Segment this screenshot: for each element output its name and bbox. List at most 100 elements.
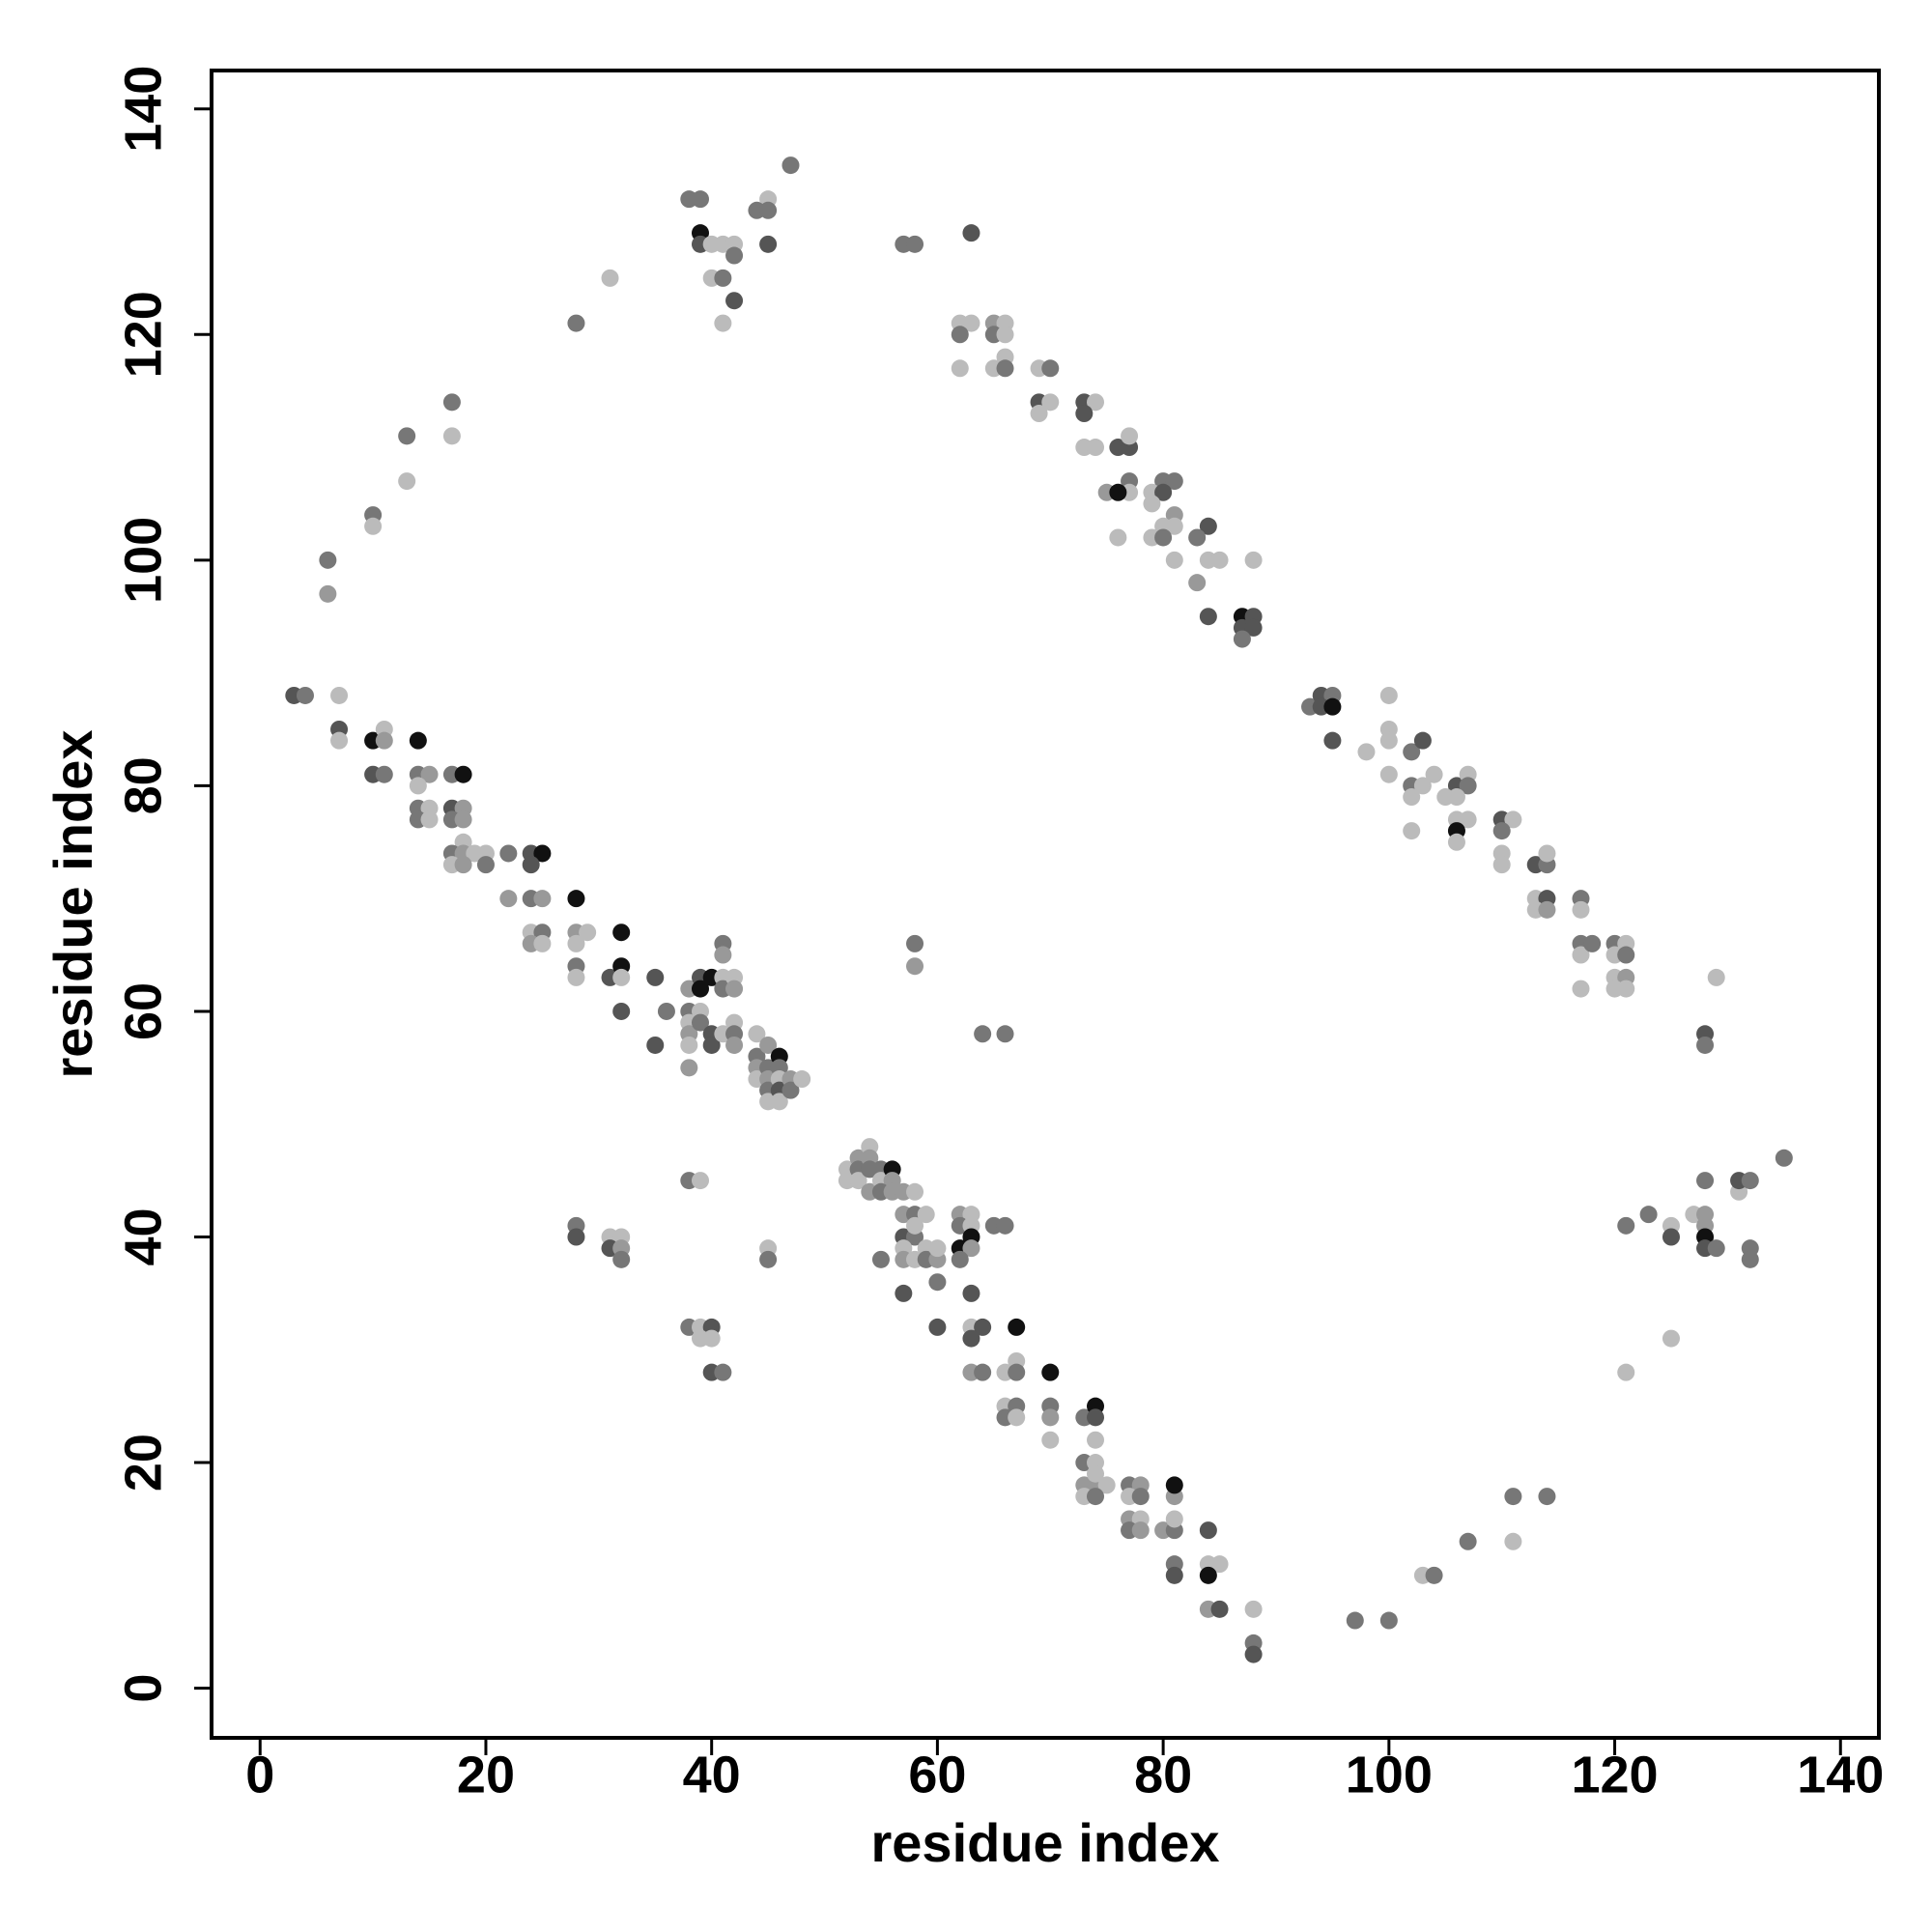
point xyxy=(1379,731,1398,750)
point xyxy=(1109,528,1127,547)
x-axis-title: residue index xyxy=(870,1812,1219,1873)
point xyxy=(793,1070,811,1089)
point xyxy=(1459,810,1477,829)
point xyxy=(1403,788,1421,807)
point xyxy=(974,1318,992,1336)
point xyxy=(1538,900,1556,919)
point xyxy=(1041,1363,1060,1381)
point xyxy=(759,201,778,219)
point xyxy=(398,427,416,445)
point xyxy=(770,1093,788,1111)
point xyxy=(1707,968,1725,986)
point xyxy=(1041,1408,1060,1427)
point xyxy=(1030,405,1048,423)
point xyxy=(420,765,439,783)
point xyxy=(442,427,461,445)
point xyxy=(1504,1532,1522,1550)
point xyxy=(1008,1408,1026,1427)
point xyxy=(1244,1645,1263,1663)
point xyxy=(1459,1532,1477,1550)
point xyxy=(1154,483,1173,501)
point xyxy=(1538,1488,1556,1506)
point xyxy=(748,1025,766,1043)
x-tick-label: 20 xyxy=(457,1746,515,1804)
point xyxy=(612,923,631,942)
point xyxy=(601,269,619,287)
point xyxy=(1323,731,1342,750)
point xyxy=(725,292,744,310)
point xyxy=(974,1363,992,1381)
point xyxy=(1447,833,1465,851)
point xyxy=(409,777,427,795)
point xyxy=(567,968,585,986)
point xyxy=(1413,731,1432,750)
point xyxy=(657,1002,675,1020)
point xyxy=(442,393,461,412)
point xyxy=(1087,393,1105,412)
y-tick-label: 120 xyxy=(114,291,172,378)
y-tick-label: 0 xyxy=(114,1674,172,1703)
point xyxy=(1572,980,1590,998)
point xyxy=(951,326,969,344)
point xyxy=(1403,822,1421,840)
point xyxy=(691,1172,709,1190)
point xyxy=(962,314,980,332)
point xyxy=(1109,483,1127,501)
point xyxy=(951,359,969,378)
point xyxy=(714,269,732,287)
point xyxy=(759,1250,778,1268)
point xyxy=(1154,528,1173,547)
point xyxy=(1662,1228,1680,1246)
point xyxy=(533,890,552,908)
point xyxy=(375,765,393,783)
point xyxy=(1210,551,1229,569)
point xyxy=(476,856,495,874)
point xyxy=(1413,777,1432,795)
point xyxy=(691,980,709,998)
point xyxy=(1459,777,1477,795)
point xyxy=(579,923,597,942)
point xyxy=(906,1216,924,1235)
point xyxy=(962,1239,980,1258)
point xyxy=(522,856,540,874)
point xyxy=(1617,1216,1635,1235)
point xyxy=(781,156,800,175)
point xyxy=(1008,1363,1026,1381)
point xyxy=(714,1363,732,1381)
point xyxy=(1504,1488,1522,1506)
point xyxy=(454,810,472,829)
point xyxy=(906,934,924,952)
point xyxy=(319,584,337,603)
point xyxy=(691,190,709,209)
point xyxy=(1165,472,1183,491)
point xyxy=(567,314,585,332)
point xyxy=(1165,1566,1183,1584)
point xyxy=(1436,788,1455,807)
point xyxy=(725,246,744,265)
point xyxy=(951,1250,969,1268)
point xyxy=(1041,359,1060,378)
point xyxy=(1008,1318,1026,1336)
point xyxy=(454,765,472,783)
point xyxy=(1775,1149,1793,1167)
point xyxy=(1165,551,1183,569)
point xyxy=(646,968,665,986)
point xyxy=(1233,630,1251,648)
point xyxy=(1143,495,1161,513)
point xyxy=(612,1002,631,1020)
point xyxy=(714,946,732,964)
point xyxy=(1087,1431,1105,1449)
point xyxy=(962,224,980,242)
point xyxy=(409,731,427,750)
point xyxy=(996,326,1014,344)
point xyxy=(962,1284,980,1302)
point xyxy=(906,235,924,253)
plot-frame xyxy=(210,69,1881,1740)
y-tick-label: 60 xyxy=(114,982,172,1040)
point xyxy=(1617,946,1635,964)
y-tick-label: 20 xyxy=(114,1434,172,1492)
point xyxy=(612,1250,631,1268)
point xyxy=(1199,608,1217,626)
point xyxy=(1244,551,1263,569)
